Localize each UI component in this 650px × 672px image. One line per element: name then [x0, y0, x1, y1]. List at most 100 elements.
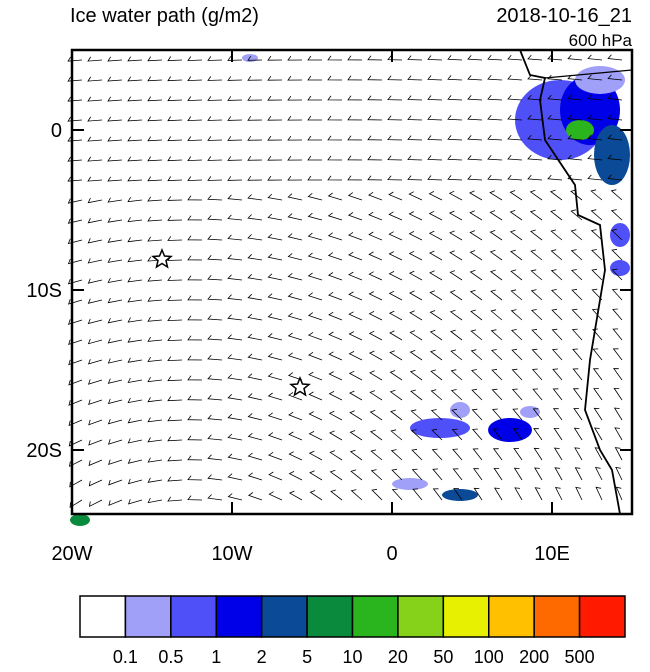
wind-barb	[288, 392, 303, 401]
wind-barb	[268, 471, 283, 481]
wind-barb	[550, 269, 563, 281]
wind-barb	[227, 294, 243, 301]
wind-barb	[550, 289, 563, 301]
wind-barb	[410, 409, 423, 421]
wind-barb	[574, 467, 583, 481]
wind-barb	[147, 457, 163, 463]
wind-barb	[287, 352, 303, 361]
wind-barb	[573, 408, 583, 421]
wind-barb	[307, 115, 322, 121]
wind-barb	[513, 448, 523, 461]
wind-barb	[207, 116, 223, 121]
wind-barb	[407, 115, 423, 121]
wind-barb	[227, 96, 243, 101]
wind-barb	[430, 409, 443, 421]
wind-barb	[368, 231, 383, 241]
wind-barb	[530, 229, 543, 241]
wind-barb	[67, 218, 83, 224]
wind-barb	[147, 397, 163, 403]
wind-barb	[147, 276, 163, 282]
wind-barb	[307, 232, 323, 241]
wind-barb	[107, 318, 123, 324]
wind-barb	[407, 155, 423, 161]
wind-barb	[510, 269, 523, 281]
wind-barb	[327, 135, 343, 141]
title: Ice water path (g/m2)	[70, 5, 259, 27]
wind-barb	[127, 56, 143, 62]
wind-barb	[553, 447, 563, 461]
wind-barb	[267, 412, 283, 421]
wind-barb	[227, 116, 243, 121]
wind-barb	[227, 453, 243, 461]
wind-barb	[307, 75, 322, 81]
wind-barb	[308, 450, 323, 461]
wind-barb	[267, 273, 283, 281]
cloud	[442, 489, 478, 501]
wind-barb	[390, 409, 403, 421]
wind-barb	[67, 319, 83, 325]
wind-barb	[267, 115, 283, 121]
wind-barb	[108, 499, 123, 506]
wind-barb	[591, 288, 603, 301]
wind-barb	[187, 295, 203, 301]
wind-barb	[227, 56, 243, 61]
wind-barb	[307, 252, 323, 261]
wind-barb	[452, 448, 463, 461]
wind-barb	[68, 339, 83, 346]
wind-barb	[147, 336, 163, 342]
wind-barb	[167, 136, 183, 142]
wind-barb	[527, 134, 543, 141]
wind-barb	[532, 408, 543, 421]
wind-barb	[207, 334, 223, 341]
wind-barb	[68, 379, 83, 386]
wind-barb	[247, 353, 263, 361]
wind-barb	[288, 451, 303, 461]
wind-barb	[349, 390, 363, 401]
wind-barb	[247, 254, 263, 261]
wind-barb	[534, 467, 543, 481]
wind-barb	[447, 115, 463, 121]
wind-barb	[247, 333, 263, 341]
level: 600 hPa	[569, 31, 633, 50]
wind-barb	[267, 333, 283, 341]
wind-barb	[552, 368, 563, 381]
wind-barb	[267, 253, 283, 261]
wind-barb	[107, 378, 123, 384]
wind-barb	[447, 135, 463, 141]
cloud	[392, 478, 428, 490]
wind-barb	[308, 371, 323, 381]
wind-barb	[107, 76, 123, 82]
wind-barb	[107, 418, 123, 425]
wind-barb	[447, 175, 463, 181]
wind-barb	[450, 349, 463, 361]
wind-barb	[67, 116, 83, 122]
wind-barb	[550, 209, 563, 221]
wind-barb	[147, 296, 163, 302]
border	[544, 69, 633, 79]
wind-barb	[410, 429, 423, 441]
wind-barb	[147, 136, 163, 142]
wind-barb	[547, 134, 563, 141]
wind-barb	[247, 452, 263, 461]
wind-barb	[207, 176, 223, 181]
wind-barb	[187, 156, 203, 162]
wind-barb	[511, 368, 523, 381]
wind-barb	[509, 229, 523, 241]
wind-barb	[450, 389, 463, 401]
wind-barb	[387, 75, 403, 81]
wind-barb	[287, 175, 303, 181]
wind-barb	[287, 292, 303, 301]
wind-barb	[387, 155, 403, 161]
x-tick-label: 10W	[211, 543, 252, 565]
wind-barb	[207, 195, 223, 201]
wind-barb	[69, 499, 83, 509]
wind-barb	[389, 389, 403, 401]
wind-barb	[367, 95, 383, 101]
wind-barb	[207, 414, 223, 421]
wind-barb	[167, 76, 183, 82]
wind-barb	[348, 271, 363, 281]
wind-barb	[307, 192, 323, 201]
wind-barb	[207, 76, 223, 81]
wind-barb	[147, 76, 163, 82]
wind-barb	[509, 210, 523, 221]
